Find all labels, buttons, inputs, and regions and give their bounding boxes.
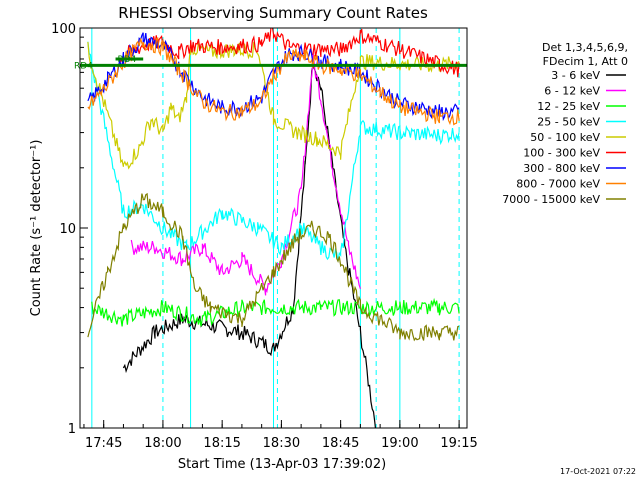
y-axis-label: Count Rate (s⁻¹ detector⁻¹) xyxy=(29,140,44,317)
x-tick-label-6: 19:15 xyxy=(440,436,477,451)
series-line-5 xyxy=(118,28,460,78)
marker-lines: RD4 RD4 xyxy=(74,55,467,71)
y-tick-label-2: 100 xyxy=(51,22,76,37)
x-tick-label-3: 18:30 xyxy=(263,436,300,451)
legend-label-1: 6 - 12 keV xyxy=(544,85,600,98)
x-axis-label: Start Time (13-Apr-03 17:39:02) xyxy=(178,457,386,472)
legend-header-0: Det 1,3,4,5,6,9, xyxy=(542,41,628,54)
legend-label-5: 100 - 300 keV xyxy=(523,147,600,160)
x-tick-label-0: 17:45 xyxy=(85,436,122,451)
marker-label-0: RD4 xyxy=(74,61,93,71)
x-tick-label-4: 18:45 xyxy=(322,436,359,451)
x-tick-label-5: 19:00 xyxy=(381,436,418,451)
series-line-0 xyxy=(122,65,377,428)
legend-label-7: 800 - 7000 keV xyxy=(516,178,600,191)
x-axis: 17:45 18:00 18:15 18:30 18:45 19:00 19:15 xyxy=(83,420,478,451)
legend-label-0: 3 - 6 keV xyxy=(551,69,600,82)
x-tick-label-2: 18:15 xyxy=(203,436,240,451)
legend-label-6: 300 - 800 keV xyxy=(523,162,600,175)
y-axis: 1 10 100 xyxy=(51,22,88,437)
series-line-7 xyxy=(87,37,460,126)
legend-label-4: 50 - 100 keV xyxy=(530,131,600,144)
y-tick-label-0: 1 xyxy=(68,422,76,437)
legend-label-3: 25 - 50 keV xyxy=(537,116,600,129)
y-tick-label-1: 10 xyxy=(59,222,76,237)
legend: Det 1,3,4,5,6,9,FDecim 1, Att 03 - 6 keV… xyxy=(502,41,628,206)
series-line-1 xyxy=(130,51,361,296)
marker-label-1: RD4 xyxy=(118,55,137,65)
series-line-3 xyxy=(87,41,460,262)
series-line-8 xyxy=(87,192,460,342)
legend-label-2: 12 - 25 keV xyxy=(537,100,600,113)
timestamp: 17-Oct-2021 07:22 xyxy=(560,467,636,476)
x-tick-label-1: 18:00 xyxy=(144,436,181,451)
legend-header-1: FDecim 1, Att 0 xyxy=(543,55,628,68)
series-line-2 xyxy=(91,297,460,327)
legend-label-8: 7000 - 15000 keV xyxy=(502,193,600,206)
chart-title: RHESSI Observing Summary Count Rates xyxy=(118,4,428,22)
